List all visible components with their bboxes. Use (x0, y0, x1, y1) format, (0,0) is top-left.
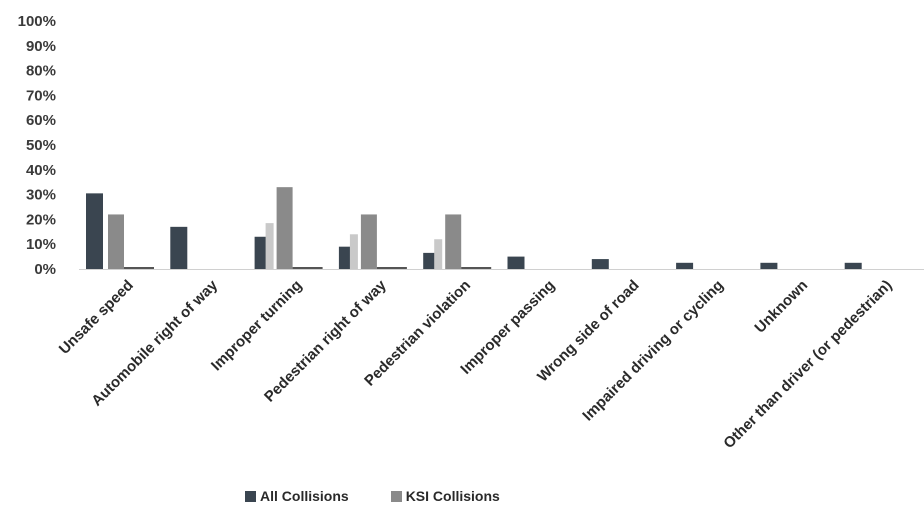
bar-ksi-collisions (108, 214, 124, 269)
bar-all-collisions (170, 226, 188, 269)
bar-ksi-collisions (276, 187, 293, 269)
y-tick-label: 30% (26, 187, 56, 204)
bar-all-collisions (507, 256, 525, 269)
y-tick-label: 20% (26, 211, 56, 228)
bar-zero-marker (461, 267, 492, 269)
legend-swatch-all (245, 490, 256, 502)
bar-secondary (434, 239, 443, 269)
x-category-label: Unsafe speed (56, 277, 137, 358)
bar-all-collisions (591, 259, 609, 269)
y-tick-label: 80% (26, 63, 56, 80)
x-category-label: Improper turning (208, 277, 305, 374)
bar-all-collisions (760, 262, 778, 269)
bars (86, 187, 862, 269)
legend: All Collisions KSI Collisions (245, 488, 500, 504)
legend-item-ksi: KSI Collisions (390, 488, 500, 504)
legend-swatch-ksi (390, 490, 402, 502)
y-tick-label: 60% (26, 112, 56, 129)
x-category-label: Unknown (751, 277, 811, 337)
bar-ksi-collisions (445, 214, 462, 269)
y-tick-label: 70% (26, 87, 56, 104)
bar-all-collisions (844, 262, 862, 269)
bar-ksi-collisions (360, 214, 377, 269)
y-tick-label: 90% (26, 38, 56, 55)
legend-item-all: All Collisions (245, 488, 349, 504)
x-category-label: Improper passing (457, 277, 558, 378)
y-tick-label: 50% (26, 137, 56, 154)
legend-label-ksi: KSI Collisions (405, 488, 500, 504)
x-category-label: Impaired driving or cycling (579, 277, 727, 425)
y-tick-label: 40% (26, 162, 56, 179)
bar-zero-marker (292, 267, 323, 269)
legend-label-all: All Collisions (260, 488, 349, 504)
y-tick-label: 10% (26, 236, 56, 253)
bar-all-collisions (86, 193, 103, 269)
y-axis: 0% 10% 20% 30% 40% 50% 60% 70% 80% 90% 100% (18, 13, 56, 278)
bar-all-collisions (676, 262, 694, 269)
bar-zero-marker (376, 267, 407, 269)
y-tick-label: 100% (18, 13, 56, 30)
bar-secondary (349, 234, 358, 269)
x-category-label: Other than driver (or pedestrian) (720, 277, 895, 452)
bar-secondary (265, 223, 274, 269)
y-tick-label: 0% (34, 261, 56, 278)
bar-zero-marker (124, 267, 154, 269)
